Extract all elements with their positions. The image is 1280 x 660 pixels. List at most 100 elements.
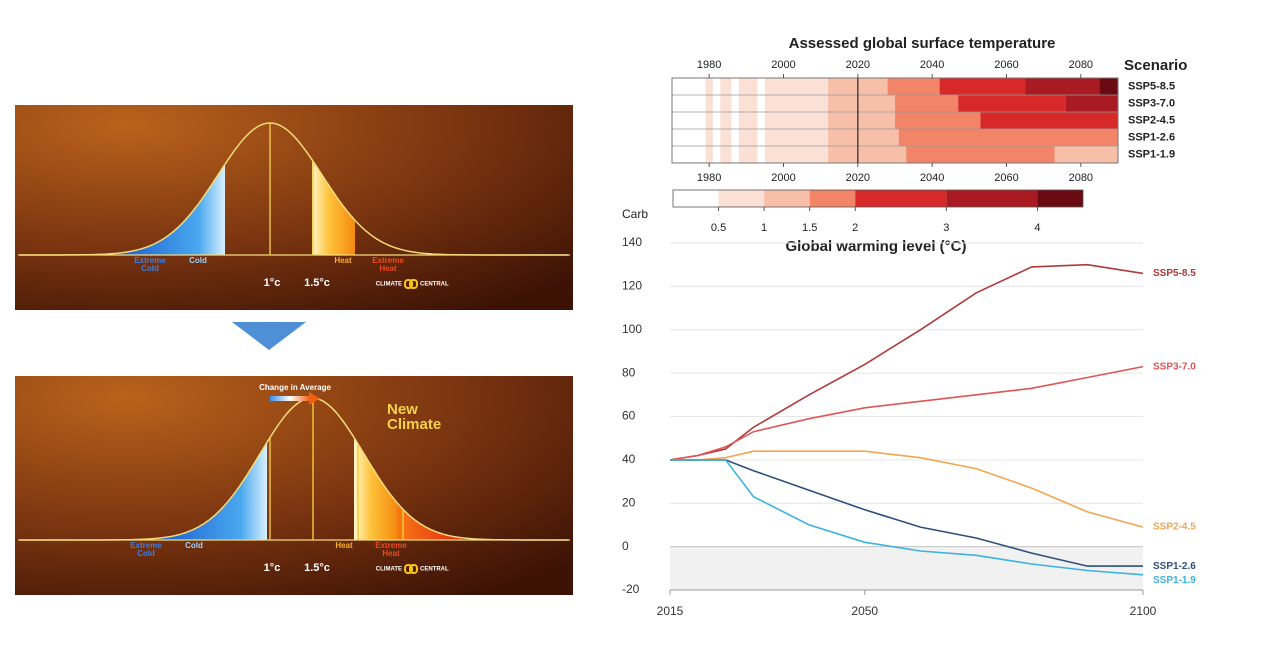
heat-cell [828,95,858,112]
row-label: SSP3-7.0 [1128,97,1175,109]
heat-cell [731,112,739,129]
y-tick-label: 20 [622,495,636,509]
y-tick-label: 40 [622,452,636,466]
series-label: SSP5-8.5 [1153,268,1196,279]
x-tick-label: 2060 [994,172,1018,184]
heat-cell [757,95,765,112]
colorbar-bin [809,190,856,207]
heat-cell [887,78,940,95]
curve-region [312,159,355,255]
x-tick-label: 2020 [846,59,870,71]
row-label: SSP2-4.5 [1128,114,1175,126]
heat-cell [828,112,858,129]
colorbar-bin [718,190,765,207]
label-1-5c: 1.5°c [304,562,330,574]
heat-cell [764,146,829,163]
heat-cell [906,146,1055,163]
heat-cell [705,129,713,146]
label-heat: Heat [335,541,353,550]
heat-cell [857,112,895,129]
y-tick-label: 80 [622,365,636,379]
heat-cell [764,129,829,146]
heat-cell [738,78,758,95]
logo-mark [409,279,418,289]
heat-cell [705,78,713,95]
heat-cell [712,112,721,129]
heat-cell [764,78,829,95]
colorbar-title: Global warming level (°C) [785,238,966,255]
label-1-5c: 1.5°c [304,277,330,289]
heat-cell [712,95,721,112]
panel-background [15,105,573,310]
x-tick-label: 2040 [920,172,944,184]
y-axis-label: Carb [622,207,648,221]
series-label: SSP3-7.0 [1153,361,1196,372]
heat-cell [738,112,758,129]
heat-cell [980,112,1118,129]
label-1c: 1°c [264,277,281,289]
colorbar-tick-label: 4 [1034,222,1040,234]
heat-cell [1025,78,1100,95]
label-cold: Cold [185,541,203,550]
series-label: SSP1-1.9 [1153,575,1196,586]
heat-cell [757,146,765,163]
colorbar-frame [672,189,1084,208]
heat-cell [857,78,888,95]
colorbar-tick-label: 2 [852,222,858,234]
heat-cell [731,95,739,112]
heat-cell [705,112,713,129]
heat-cell [857,129,899,146]
colorbar-bin [673,190,719,207]
colorbar-bin [1037,190,1083,207]
heat-cell [1065,95,1118,112]
heat-cell [672,112,706,129]
line-chart: Carb -20 0 20 40 60 80 100 120 140 2015 2050 2100 SSP… [622,207,1196,618]
colorbar-tick-label: 1 [761,222,767,234]
heat-cell [731,146,739,163]
heat-cell [712,146,721,163]
colorbar-tick-label: 0.5 [711,222,726,234]
heat-cell [757,129,765,146]
heat-cell [738,129,758,146]
heat-cell [828,129,858,146]
heat-cell [712,78,721,95]
label-extreme-cold: Extreme [134,256,166,265]
row-label: SSP1-1.9 [1128,148,1175,160]
colorbar-tick-label: 1.5 [802,222,817,234]
heat-cell [672,78,706,95]
x-tick-label: 2050 [851,604,878,618]
x-tick-label: 1980 [697,172,721,184]
x-tick-label: 1980 [697,59,721,71]
heat-cell [720,146,732,163]
y-tick-label: 100 [622,322,642,336]
x-tick-label: 2080 [1069,59,1093,71]
row-label: SSP1-2.6 [1128,131,1175,143]
label-extreme-heat: Extreme [375,541,407,550]
row-header: Scenario [1124,57,1187,74]
label-extreme-cold: Extreme [130,541,162,550]
heat-cell [895,95,959,112]
curve-region [120,164,225,255]
heat-cell [898,129,1118,146]
x-tick-label: 2000 [771,59,795,71]
heat-cell [731,78,739,95]
heat-cell [720,129,732,146]
new-climate: New [387,401,418,418]
y-tick-label: 60 [622,409,636,423]
label-extreme-heat: Extreme [372,256,404,265]
y-tick-label: 0 [622,539,629,553]
heat-cell [672,129,706,146]
series-line [670,450,1144,528]
heat-cell [720,95,732,112]
x-tick-label: 2100 [1130,604,1157,618]
label-extreme-cold: Cold [137,549,155,558]
heat-cell [1054,146,1118,163]
logo-mark [409,564,418,574]
colorbar-tick-label: 3 [943,222,949,234]
logo-text: CENTRAL [420,567,449,573]
label-extreme-heat: Heat [379,264,397,273]
heat-cell [895,112,981,129]
